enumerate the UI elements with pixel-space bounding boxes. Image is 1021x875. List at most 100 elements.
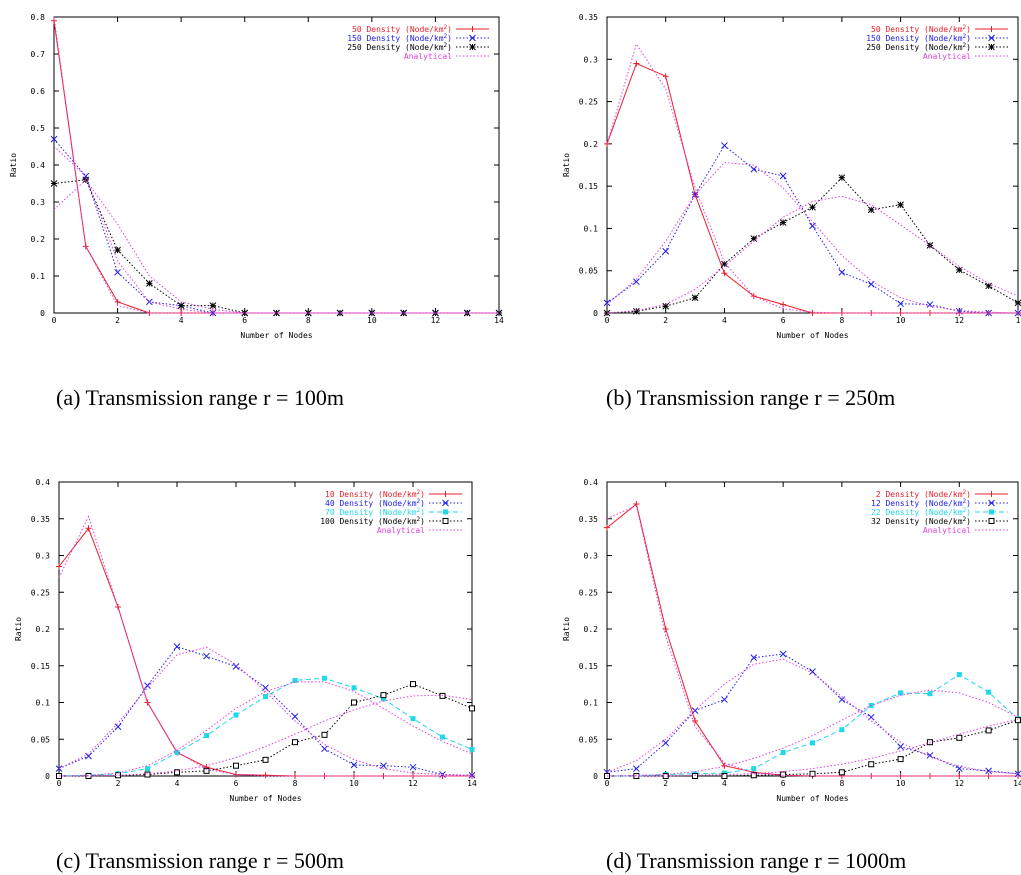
x-axis-label: Number of Nodes [776,331,848,340]
y-tick-label: 0.05 [31,735,50,744]
y-tick-label: 0.3 [584,552,599,561]
x-axis-label: Number of Nodes [776,794,848,803]
legend-label: 150 Density (Node/km2) [347,33,452,43]
y-tick-label: 0.1 [584,699,599,708]
data-point-2-8 [839,727,845,733]
series-2 [604,672,1021,779]
series-line-1 [53,138,499,314]
x-tick-label: 6 [781,316,786,325]
series-line-2 [606,176,1019,314]
data-point-1-13 [985,767,992,775]
data-point-1-5 [203,652,210,660]
y-tick-label: 0.2 [31,235,46,244]
series-line-2 [607,674,1019,777]
legend-marker [988,43,995,51]
legend-entry-2: 250 Density (Node/km2) [347,42,489,52]
legend-entry-0: 10 Density (Node/km2) [325,489,462,499]
data-point-1-2 [114,268,121,276]
data-point-2-4 [721,260,728,268]
x-tick-label: 12 [954,316,964,325]
y-axis-label: Ratio [9,153,18,177]
data-point-1-14 [468,771,476,779]
series-line-4 [53,146,499,314]
x-tick-label: 12 [954,779,964,788]
data-point-1-1 [85,752,92,760]
caption-a: (a) Transmission range r = 100m [56,385,344,410]
data-point-2-10 [897,201,904,209]
legend-label: 70 Density (Node/km2) [325,507,425,517]
data-point-2-6 [779,219,787,226]
series-line-2 [53,179,499,314]
chart-panel-c: 0 0.05 0.1 0.15 0.2 0.25 0.3 0.35 0.4 0 2 4 6 8 10 12 14… [0,465,510,803]
series-3 [53,16,499,314]
data-point-2-13 [986,689,992,695]
x-tick-label: 10 [896,316,906,325]
x-tick-label: 0 [57,779,62,788]
data-point-3-10 [351,699,357,706]
plot-frame [606,16,1019,314]
data-point-1-2 [114,723,122,731]
y-axis-label: Ratio [562,153,571,177]
legend-entry-0: 50 Density (Node/km2) [352,24,489,34]
y-axis-label: Ratio [14,617,23,641]
y-tick-label: 0.6 [31,87,46,96]
data-point-2-5 [209,302,217,309]
data-point-3-4 [721,773,728,779]
series-line-1 [58,646,473,776]
data-point-1-4 [173,643,181,650]
legend-marker [442,499,449,507]
legend-marker [988,499,995,507]
y-tick-label: 0.5 [31,124,46,133]
data-point-0-3 [692,717,699,724]
y-tick-label: 0.05 [579,267,598,276]
data-point-0-1 [633,60,640,67]
series-5 [606,195,1019,314]
caption-d: (d) Transmission range r = 1000m [606,848,907,873]
y-axis-label: Ratio [562,617,571,641]
series-line-0 [53,20,499,314]
data-point-1-14 [1014,770,1021,778]
x-tick-label: 8 [306,316,311,325]
data-point-2-7 [263,694,268,700]
series-line-0 [606,62,1018,314]
chart-a: 0 0.1 0.2 0.3 0.4 0.5 0.6 0.7 0.8 0 2 4 6 8 10 12 14 Numb… [9,13,504,340]
data-point-0-7 [262,772,269,779]
data-point-1-9 [321,745,328,753]
x-tick-label: 12 [408,779,418,788]
series-5 [53,179,499,314]
data-point-1-0 [603,299,611,307]
y-tick-label: 0.25 [579,98,598,107]
data-point-1-8 [838,269,846,276]
plot-frame [53,16,500,314]
legend-marker [469,26,476,32]
x-tick-label: 10 [367,316,377,325]
legend-entry-2: 22 Density (Node/km2) [871,507,1008,517]
legend-label: 2 Density (Node/km2) [876,489,971,499]
data-point-2-6 [233,712,239,718]
data-point-3-13 [439,692,446,699]
x-tick-label: 4 [179,316,184,325]
legend-entry-4: Analytical [923,526,1008,535]
series-line-0 [58,527,472,777]
series-0 [56,525,475,779]
data-point-1-4 [721,142,728,149]
legend-label: 250 Density (Node/km2) [347,42,452,52]
data-point-3-12 [956,734,963,741]
y-tick-label: 0.15 [579,182,598,191]
series-line-1 [606,144,1018,314]
series-2 [603,174,1021,317]
x-tick-label: 6 [234,779,239,788]
legend-marker [469,34,476,42]
series-4 [58,515,472,777]
data-point-2-13 [985,282,992,290]
chart-panel-b: 0 0.05 0.1 0.15 0.2 0.25 0.3 0.35 0 2 4 6 8 10 12 1 Numb… [553,0,1021,340]
data-point-1-5 [209,309,217,317]
data-point-3-8 [838,769,845,776]
legend-entry-1: 150 Density (Node/km2) [347,33,489,43]
data-point-2-1 [633,307,640,315]
x-tick-label: 8 [839,779,844,788]
legend-entry-2: 250 Density (Node/km2) [866,42,1008,52]
y-tick-label: 0.35 [579,515,598,524]
data-point-1-10 [897,743,904,750]
legend-entry-0: 2 Density (Node/km2) [876,489,1008,499]
